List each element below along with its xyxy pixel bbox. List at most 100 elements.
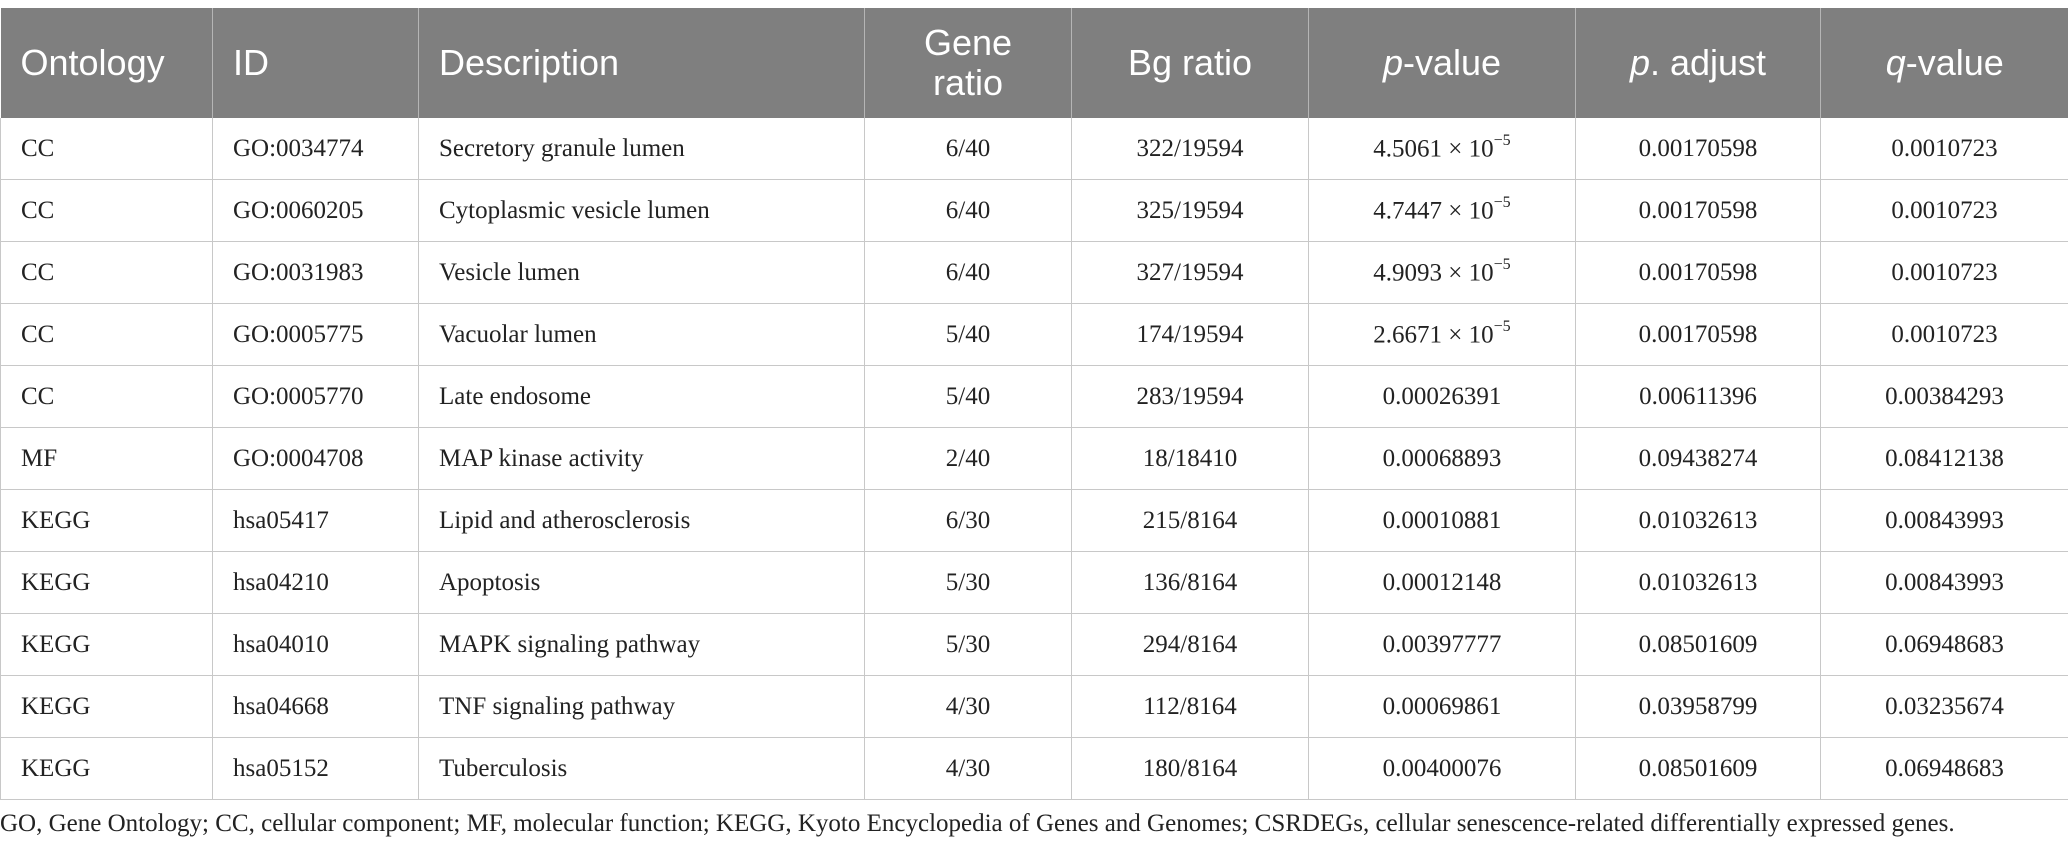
q-value-cell: 0.06948683 — [1820, 737, 2068, 800]
table-row: KEGG hsa04210 Apoptosis 5/30 136/8164 0.00012… — [0, 551, 2068, 614]
ontology-cell: CC — [0, 118, 213, 180]
ontology-cell: KEGG — [0, 489, 213, 552]
p-adjust-cell: 0.00170598 — [1575, 118, 1821, 180]
header-description: Description — [418, 8, 865, 118]
gene-ratio-cell: 5/30 — [864, 551, 1072, 614]
gene-ratio-cell: 6/40 — [864, 118, 1072, 180]
bg-ratio-cell: 322/19594 — [1071, 118, 1309, 180]
bg-ratio-cell: 294/8164 — [1071, 613, 1309, 676]
p-value-exponent: −5 — [1493, 131, 1511, 149]
table-row: KEGG hsa04010 MAPK signaling pathway 5/30 29… — [0, 613, 2068, 676]
p-value-cell: 4.5061 × 10−5 — [1308, 118, 1576, 180]
bg-ratio-cell: 112/8164 — [1071, 675, 1309, 738]
ontology-cell: CC — [0, 303, 213, 366]
p-value-cell: 0.00026391 — [1308, 365, 1576, 428]
bg-ratio-cell: 325/19594 — [1071, 179, 1309, 242]
p-adjust-cell: 0.00170598 — [1575, 179, 1821, 242]
q-value-cell: 0.0010723 — [1820, 241, 2068, 304]
p-value-cell: 0.00397777 — [1308, 613, 1576, 676]
p-value-mantissa: 4.9093 × 10 — [1373, 259, 1494, 287]
gene-ratio-cell: 6/40 — [864, 179, 1072, 242]
ontology-cell: KEGG — [0, 675, 213, 738]
bg-ratio-cell: 327/19594 — [1071, 241, 1309, 304]
q-value-cell: 0.00384293 — [1820, 365, 2068, 428]
table-body: CC GO:0034774 Secretory granule lumen 6/40 3… — [0, 118, 2068, 800]
p-adjust-cell: 0.01032613 — [1575, 551, 1821, 614]
header-bg-ratio: Bg ratio — [1071, 8, 1309, 118]
table-row: KEGG hsa05417 Lipid and atherosclerosis 6/3… — [0, 489, 2068, 552]
id-cell: GO:0004708 — [212, 427, 419, 490]
description-cell: Tuberculosis — [418, 737, 865, 800]
p-value-cell: 0.00400076 — [1308, 737, 1576, 800]
q-value-cell: 0.0010723 — [1820, 118, 2068, 180]
header-gene-ratio: Gene ratio — [864, 8, 1072, 118]
ontology-cell: KEGG — [0, 551, 213, 614]
bg-ratio-cell: 180/8164 — [1071, 737, 1309, 800]
description-cell: Cytoplasmic vesicle lumen — [418, 179, 865, 242]
table-row: CC GO:0005770 Late endosome 5/40 283/19594 0.… — [0, 365, 2068, 428]
ontology-cell: CC — [0, 241, 213, 304]
gene-ratio-cell: 2/40 — [864, 427, 1072, 490]
header-id: ID — [212, 8, 419, 118]
p-adjust-cell: 0.01032613 — [1575, 489, 1821, 552]
description-cell: Apoptosis — [418, 551, 865, 614]
table-wrapper: Ontology ID Description Gene ratio Bg ra… — [0, 8, 2068, 800]
p-adjust-cell: 0.00611396 — [1575, 365, 1821, 428]
p-adjust-cell: 0.08501609 — [1575, 613, 1821, 676]
description-cell: MAP kinase activity — [418, 427, 865, 490]
gene-ratio-cell: 6/30 — [864, 489, 1072, 552]
gene-ratio-cell: 5/40 — [864, 303, 1072, 366]
id-cell: GO:0005770 — [212, 365, 419, 428]
q-value-cell: 0.00843993 — [1820, 489, 2068, 552]
id-cell: hsa05152 — [212, 737, 419, 800]
id-cell: hsa04210 — [212, 551, 419, 614]
p-value-mantissa: 4.7447 × 10 — [1373, 197, 1494, 225]
ontology-cell: CC — [0, 179, 213, 242]
header-p-adjust: p. adjust — [1575, 8, 1821, 118]
description-cell: Late endosome — [418, 365, 865, 428]
id-cell: GO:0005775 — [212, 303, 419, 366]
q-value-cell: 0.03235674 — [1820, 675, 2068, 738]
id-cell: GO:0031983 — [212, 241, 419, 304]
p-value-cell: 4.9093 × 10−5 — [1308, 241, 1576, 304]
p-value-cell: 0.00069861 — [1308, 675, 1576, 738]
p-value-cell: 0.00068893 — [1308, 427, 1576, 490]
p-value-cell: 4.7447 × 10−5 — [1308, 179, 1576, 242]
ontology-cell: KEGG — [0, 737, 213, 800]
p-value-mantissa: 4.5061 × 10 — [1373, 135, 1494, 163]
q-value-cell: 0.0010723 — [1820, 303, 2068, 366]
bg-ratio-cell: 283/19594 — [1071, 365, 1309, 428]
p-value-cell: 2.6671 × 10−5 — [1308, 303, 1576, 366]
bg-ratio-cell: 215/8164 — [1071, 489, 1309, 552]
id-cell: hsa04668 — [212, 675, 419, 738]
description-cell: Vacuolar lumen — [418, 303, 865, 366]
gene-ratio-cell: 4/30 — [864, 737, 1072, 800]
p-adjust-cell: 0.00170598 — [1575, 303, 1821, 366]
table-row: CC GO:0031983 Vesicle lumen 6/40 327/19594 4.… — [0, 241, 2068, 304]
header-row: Ontology ID Description Gene ratio Bg ra… — [0, 8, 2068, 118]
table-row: KEGG hsa05152 Tuberculosis 4/30 180/8164 0.00… — [0, 737, 2068, 800]
p-value-mantissa: 0.00068893 — [1382, 444, 1502, 472]
id-cell: GO:0034774 — [212, 118, 419, 180]
p-adjust-cell: 0.08501609 — [1575, 737, 1821, 800]
p-adjust-cell: 0.00170598 — [1575, 241, 1821, 304]
p-value-exponent: −5 — [1493, 255, 1511, 273]
q-value-cell: 0.0010723 — [1820, 179, 2068, 242]
p-adjust-cell: 0.09438274 — [1575, 427, 1821, 490]
p-value-mantissa: 0.00397777 — [1382, 630, 1502, 658]
q-value-cell: 0.08412138 — [1820, 427, 2068, 490]
p-value-mantissa: 0.00026391 — [1382, 382, 1502, 410]
table-row: CC GO:0034774 Secretory granule lumen 6/40 3… — [0, 118, 2068, 180]
q-value-cell: 0.06948683 — [1820, 613, 2068, 676]
bg-ratio-cell: 174/19594 — [1071, 303, 1309, 366]
p-value-mantissa: 0.00012148 — [1382, 568, 1502, 596]
table-row: CC GO:0060205 Cytoplasmic vesicle lumen 6/4… — [0, 179, 2068, 242]
table-footnote: GO, Gene Ontology; CC, cellular componen… — [0, 810, 1955, 837]
gene-ratio-cell: 4/30 — [864, 675, 1072, 738]
bg-ratio-cell: 136/8164 — [1071, 551, 1309, 614]
description-cell: Vesicle lumen — [418, 241, 865, 304]
p-value-mantissa: 0.00010881 — [1382, 506, 1502, 534]
id-cell: GO:0060205 — [212, 179, 419, 242]
p-value-exponent: −5 — [1493, 317, 1511, 335]
description-cell: TNF signaling pathway — [418, 675, 865, 738]
